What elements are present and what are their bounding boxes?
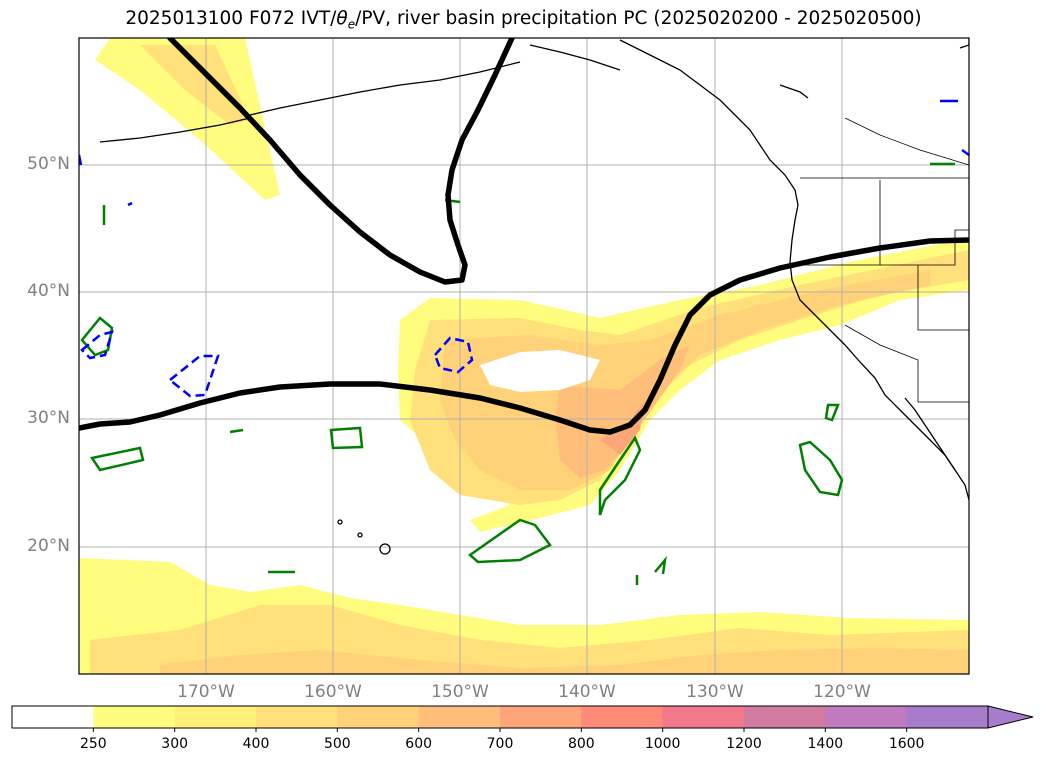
colorbar-tick-label: 500 — [323, 736, 351, 752]
map-frame — [78, 37, 970, 675]
colorbar-tick-label: 250 — [79, 736, 107, 752]
political-borders — [790, 117, 969, 403]
colorbar-tick-label: 1000 — [644, 736, 681, 752]
colorbar-segment — [662, 706, 745, 728]
lat-label-40n: 40°N — [27, 281, 70, 301]
precip-negative-contours — [80, 330, 474, 398]
colorbar-segment — [93, 706, 176, 728]
colorbar-segment — [256, 706, 338, 728]
colorbar-segment — [825, 706, 908, 728]
pv-contours — [79, 38, 969, 435]
colorbar-segment — [744, 706, 826, 728]
map-title: 2025013100 F072 IVT/θe/PV, river basin p… — [125, 8, 922, 32]
colorbar-extend-arrow — [987, 705, 1034, 729]
colorbar-tick-label: 800 — [567, 736, 595, 752]
lon-label-160w: 160°W — [304, 682, 362, 702]
colorbar-tick-label: 400 — [242, 736, 270, 752]
colorbar-segment — [581, 706, 664, 728]
lon-label-170w: 170°W — [177, 682, 235, 702]
lon-label-150w: 150°W — [431, 682, 489, 702]
colorbar-segment — [174, 706, 257, 728]
colorbar-tick-label: 600 — [405, 736, 433, 752]
lat-label-50n: 50°N — [27, 154, 70, 174]
colorbar-segment — [500, 706, 582, 728]
coastlines — [99, 38, 969, 555]
ivt-shading — [79, 38, 969, 674]
colorbar-segment — [12, 706, 94, 728]
colorbar — [11, 705, 1034, 732]
colorbar-tick-label: 1400 — [807, 736, 844, 752]
lon-label-140w: 140°W — [558, 682, 616, 702]
colorbar-segment — [418, 706, 501, 728]
colorbar-segment — [906, 706, 989, 728]
colorbar-tick-label: 1200 — [726, 736, 762, 752]
colorbar-tick-label: 300 — [161, 736, 189, 752]
colorbar-segment — [337, 706, 420, 728]
colorbar-tick-label: 1600 — [888, 736, 925, 752]
lon-label-130w: 130°W — [686, 682, 744, 702]
lon-label-120w: 120°W — [813, 682, 871, 702]
lat-label-30n: 30°N — [27, 408, 70, 428]
colorbar-tick-label: 700 — [486, 736, 514, 752]
lat-label-20n: 20°N — [27, 536, 70, 556]
